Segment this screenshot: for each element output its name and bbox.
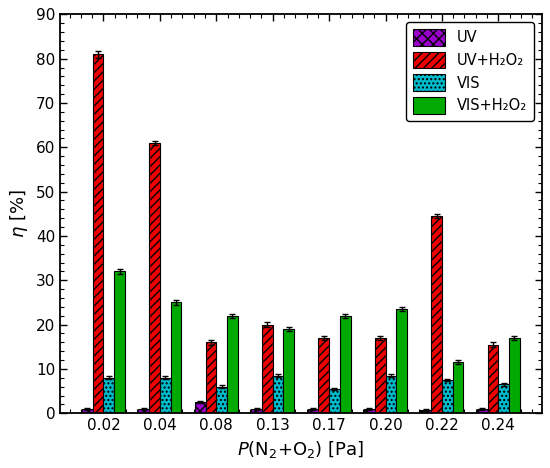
Bar bbox=[329, 389, 340, 413]
Bar bbox=[82, 409, 93, 413]
Bar bbox=[340, 316, 350, 413]
Bar bbox=[396, 309, 407, 413]
Bar bbox=[318, 338, 329, 413]
Bar bbox=[251, 409, 262, 413]
Bar bbox=[375, 338, 386, 413]
Bar bbox=[103, 378, 114, 413]
Bar bbox=[509, 338, 520, 413]
Bar bbox=[453, 362, 463, 413]
Bar bbox=[477, 409, 488, 413]
Bar bbox=[364, 409, 375, 413]
Bar bbox=[421, 410, 431, 413]
Bar bbox=[273, 376, 283, 413]
Legend: UV, UV+H₂O₂, VIS, VIS+H₂O₂: UV, UV+H₂O₂, VIS, VIS+H₂O₂ bbox=[406, 22, 535, 121]
Bar bbox=[170, 302, 182, 413]
Bar bbox=[114, 271, 125, 413]
Bar bbox=[216, 387, 227, 413]
Bar bbox=[195, 402, 206, 413]
Bar bbox=[283, 329, 294, 413]
Bar bbox=[498, 384, 509, 413]
Bar bbox=[431, 216, 442, 413]
Y-axis label: $\eta$ [%]: $\eta$ [%] bbox=[8, 190, 30, 238]
Bar bbox=[442, 380, 453, 413]
Bar bbox=[139, 409, 149, 413]
Bar bbox=[93, 54, 103, 413]
Bar bbox=[149, 143, 160, 413]
Bar bbox=[307, 409, 318, 413]
Bar bbox=[160, 378, 170, 413]
Bar bbox=[206, 342, 216, 413]
X-axis label: $P$(N$_2$+O$_2$) [Pa]: $P$(N$_2$+O$_2$) [Pa] bbox=[238, 439, 365, 460]
Bar bbox=[386, 376, 396, 413]
Bar bbox=[227, 316, 238, 413]
Bar bbox=[488, 344, 498, 413]
Bar bbox=[262, 325, 273, 413]
